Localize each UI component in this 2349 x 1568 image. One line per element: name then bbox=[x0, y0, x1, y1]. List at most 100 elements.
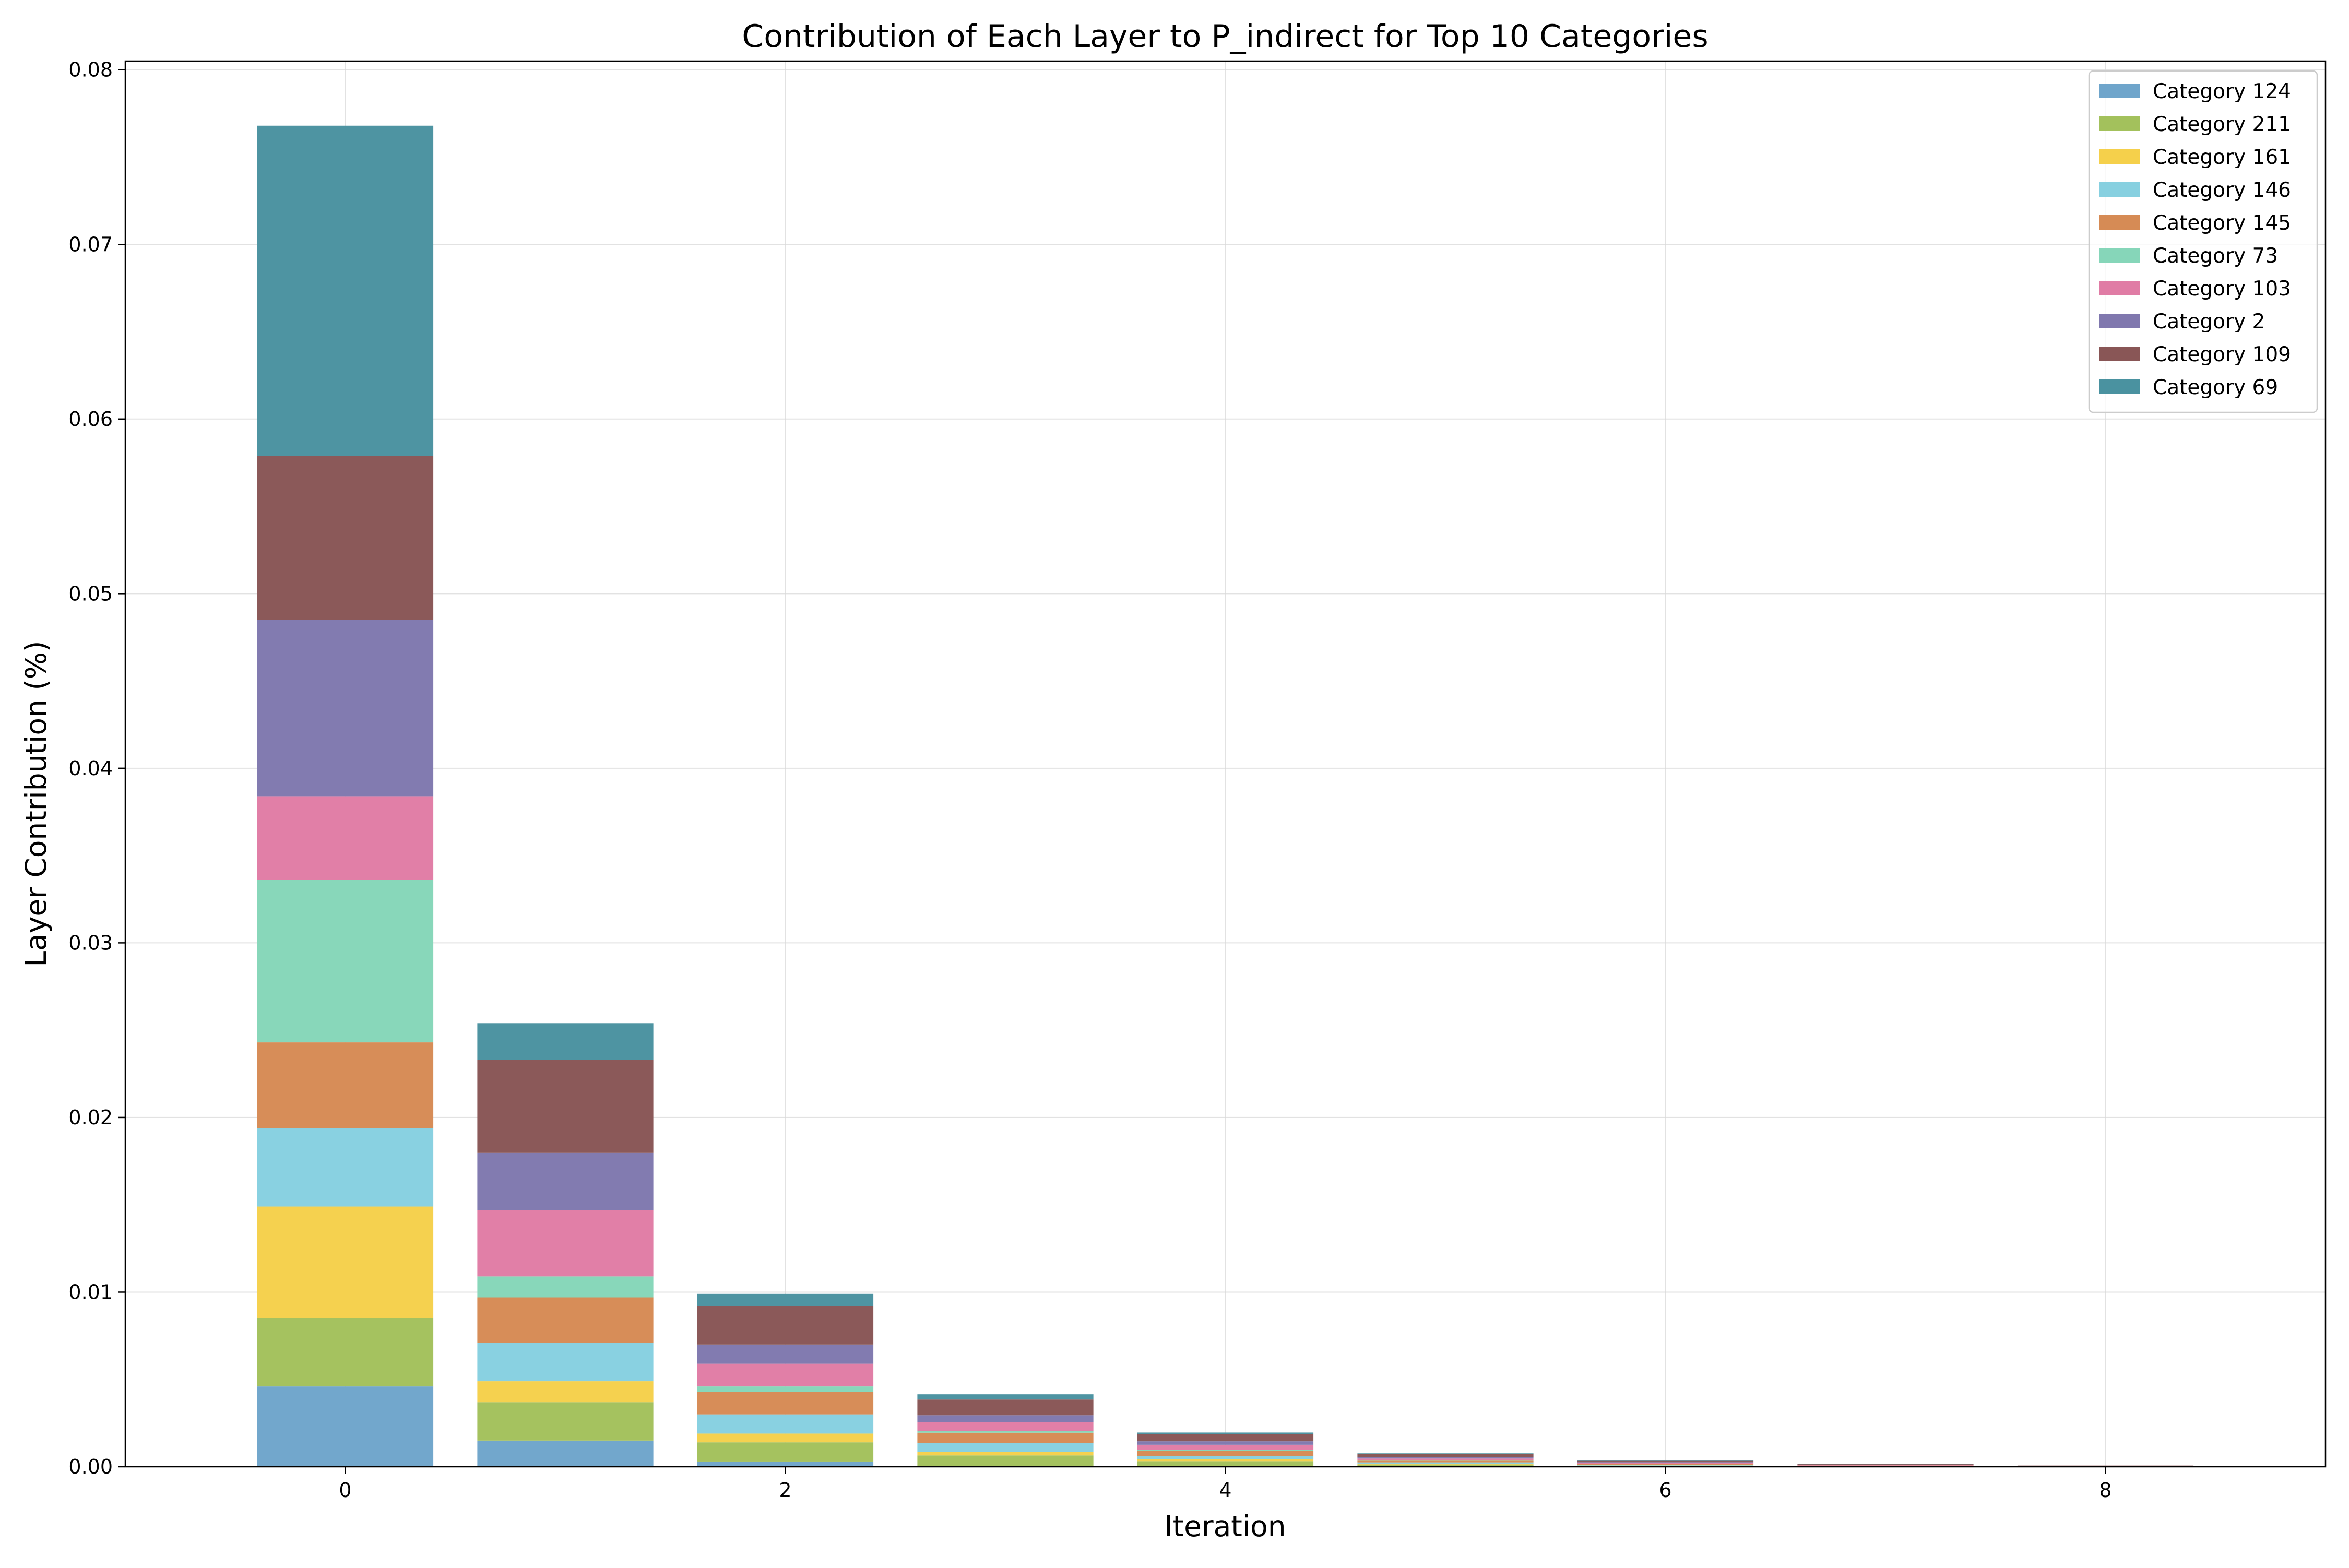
bar-segment bbox=[477, 1402, 654, 1441]
legend-label: Category 146 bbox=[2153, 179, 2291, 202]
x-tick-label: 8 bbox=[2099, 1479, 2111, 1502]
bar-segment bbox=[257, 620, 434, 797]
legend-swatch bbox=[2099, 116, 2140, 131]
legend-swatch bbox=[2099, 84, 2140, 98]
bar-segment bbox=[477, 1297, 654, 1343]
bar-segment bbox=[917, 1431, 1094, 1433]
bar-segment bbox=[477, 1060, 654, 1153]
bar-segment bbox=[257, 880, 434, 1043]
bar-segment bbox=[1357, 1460, 1534, 1461]
legend-label: Category 211 bbox=[2153, 113, 2291, 136]
legend-swatch bbox=[2099, 347, 2140, 361]
y-tick-label: 0.05 bbox=[68, 582, 113, 605]
bar-segment bbox=[1577, 1463, 1754, 1464]
bar-segment bbox=[697, 1344, 874, 1364]
bar-segment bbox=[257, 456, 434, 620]
bar-segment bbox=[477, 1210, 654, 1277]
bar-segment bbox=[697, 1306, 874, 1345]
bar-segment bbox=[1577, 1460, 1754, 1461]
bar-segment bbox=[1797, 1464, 1974, 1465]
y-axis-label: Layer Contribution (%) bbox=[19, 641, 53, 967]
bar-segment bbox=[1797, 1465, 1974, 1466]
legend-label: Category 145 bbox=[2153, 211, 2291, 235]
bar-segment bbox=[1137, 1434, 1314, 1442]
legend-label: Category 73 bbox=[2153, 244, 2278, 268]
legend-swatch bbox=[2099, 182, 2140, 197]
legend-swatch bbox=[2099, 379, 2140, 394]
legend-label: Category 2 bbox=[2153, 310, 2265, 334]
bar-segment bbox=[477, 1276, 654, 1298]
bar-segment bbox=[917, 1452, 1094, 1456]
bar-segment bbox=[477, 1381, 654, 1403]
bar-segment bbox=[1357, 1453, 1534, 1454]
bar-segment bbox=[1797, 1464, 1974, 1465]
bar-segment bbox=[1137, 1459, 1314, 1462]
bar-segment bbox=[477, 1152, 654, 1210]
bar-segment bbox=[1137, 1450, 1314, 1451]
bar-segment bbox=[1577, 1460, 1754, 1463]
x-tick-label: 4 bbox=[1219, 1479, 1231, 1502]
y-tick-label: 0.04 bbox=[68, 757, 113, 780]
bar-segment bbox=[477, 1343, 654, 1382]
legend-swatch bbox=[2099, 281, 2140, 295]
legend-label: Category 103 bbox=[2153, 277, 2291, 301]
legend-swatch bbox=[2099, 149, 2140, 164]
bar-segment bbox=[257, 1318, 434, 1387]
legend-label: Category 69 bbox=[2153, 376, 2278, 399]
bar-segment bbox=[1137, 1456, 1314, 1459]
legend-label: Category 124 bbox=[2153, 80, 2291, 103]
legend-swatch bbox=[2099, 215, 2140, 230]
x-tick-label: 2 bbox=[779, 1479, 791, 1502]
bar-segment bbox=[917, 1455, 1094, 1466]
bar-segment bbox=[1137, 1441, 1314, 1445]
bar-segment bbox=[697, 1433, 874, 1443]
bar-segment bbox=[917, 1399, 1094, 1416]
y-tick-label: 0.01 bbox=[68, 1280, 113, 1303]
bar-segment bbox=[917, 1394, 1094, 1400]
legend: Category 124 Category 211 Category 161 Cate… bbox=[2088, 70, 2318, 413]
legend-frame bbox=[2088, 70, 2318, 413]
bar-segment bbox=[1137, 1461, 1314, 1467]
legend-swatch bbox=[2099, 248, 2140, 263]
x-tick-label: 6 bbox=[1659, 1479, 1671, 1502]
legend-swatch bbox=[2099, 314, 2140, 328]
bar-segment bbox=[697, 1414, 874, 1434]
bar-segment bbox=[697, 1386, 874, 1392]
bar-segment bbox=[697, 1363, 874, 1387]
y-tick-label: 0.02 bbox=[68, 1106, 113, 1129]
bar-segment bbox=[1357, 1460, 1534, 1463]
bar-segment bbox=[917, 1415, 1094, 1422]
bar-segment bbox=[1357, 1458, 1534, 1460]
legend-label: Category 161 bbox=[2153, 146, 2291, 169]
bar-segment bbox=[257, 1386, 434, 1467]
bar-segment bbox=[1357, 1454, 1534, 1457]
y-tick-label: 0.03 bbox=[68, 931, 113, 954]
y-tick-label: 0.07 bbox=[68, 233, 113, 256]
bar-segment bbox=[1137, 1432, 1314, 1434]
bar-segment bbox=[1137, 1451, 1314, 1456]
bar-segment bbox=[917, 1432, 1094, 1443]
bar-segment bbox=[257, 1128, 434, 1207]
bar-segment bbox=[1357, 1464, 1534, 1467]
bar-segment bbox=[257, 796, 434, 880]
bar-segment bbox=[697, 1461, 874, 1467]
y-tick-label: 0.06 bbox=[68, 408, 113, 431]
bar-segment bbox=[477, 1023, 654, 1060]
plot-frame bbox=[124, 60, 2327, 1468]
bar-segment bbox=[1357, 1457, 1534, 1459]
bar-segment bbox=[257, 1042, 434, 1129]
bar-segment bbox=[697, 1392, 874, 1415]
x-tick-label: 0 bbox=[339, 1479, 351, 1502]
y-tick-label: 0.00 bbox=[68, 1455, 113, 1478]
y-tick-label: 0.08 bbox=[68, 58, 113, 81]
legend-label: Category 109 bbox=[2153, 343, 2291, 366]
bar-segment bbox=[477, 1440, 654, 1467]
bar-segment bbox=[1357, 1462, 1534, 1464]
bar-segment bbox=[1577, 1464, 1754, 1465]
x-axis-label: Iteration bbox=[1164, 1510, 1286, 1543]
bar-segment bbox=[257, 125, 434, 456]
bar-segment bbox=[697, 1442, 874, 1462]
bar-segment bbox=[257, 1206, 434, 1318]
